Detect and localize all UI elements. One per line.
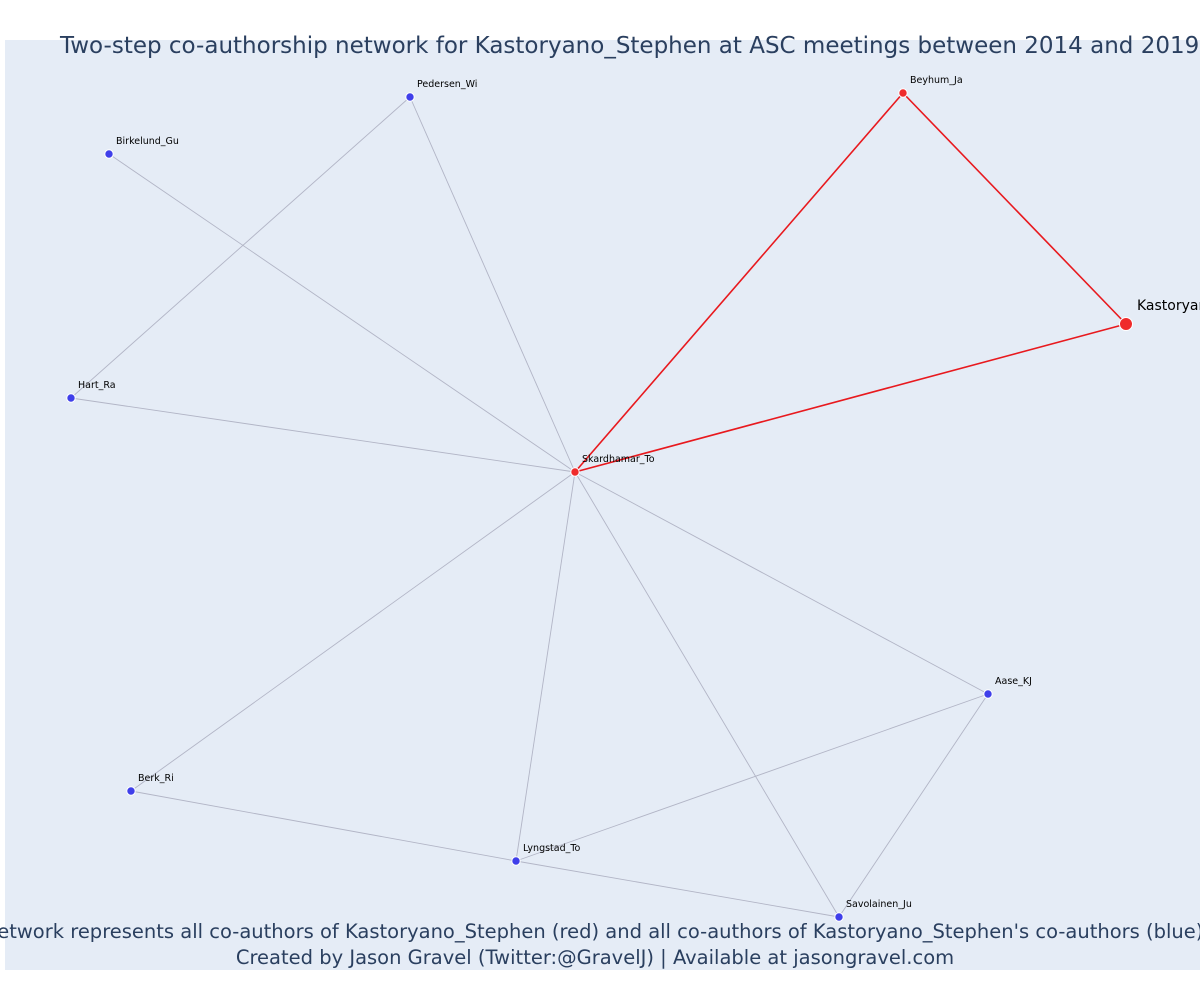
node-label-savolainen-ju: Savolainen_Ju bbox=[846, 899, 912, 910]
node-lyngstad-to[interactable] bbox=[511, 856, 521, 866]
edge-skardhamar-to-aase-kj bbox=[574, 471, 989, 695]
node-skardhamar-to[interactable] bbox=[570, 467, 580, 477]
edge-skardhamar-to-birkelund-gu bbox=[108, 153, 576, 473]
node-kastoryano-stephen[interactable] bbox=[1119, 317, 1133, 331]
node-beyhum-ja[interactable] bbox=[898, 88, 908, 98]
edge-skardhamar-to-lyngstad-to bbox=[515, 471, 576, 862]
edge-lyngstad-to-savolainen-ju bbox=[515, 860, 840, 918]
edge-skardhamar-to-pedersen-wi bbox=[409, 96, 576, 473]
node-label-hart-ra: Hart_Ra bbox=[78, 380, 116, 391]
node-birkelund-gu[interactable] bbox=[104, 149, 114, 159]
edge-beyhum-ja-skardhamar-to bbox=[574, 92, 904, 473]
edges-layer bbox=[70, 92, 1127, 918]
node-label-lyngstad-to: Lyngstad_To bbox=[523, 843, 581, 854]
edge-skardhamar-to-hart-ra bbox=[70, 397, 576, 473]
node-berk-ri[interactable] bbox=[126, 786, 136, 796]
chart-title: Two-step co-authorship network for Kasto… bbox=[59, 33, 1199, 59]
node-label-aase-kj: Aase_KJ bbox=[995, 676, 1032, 687]
nodes-layer bbox=[66, 88, 1133, 922]
edge-berk-ri-lyngstad-to bbox=[130, 790, 517, 862]
node-label-beyhum-ja: Beyhum_Ja bbox=[910, 75, 963, 86]
edge-aase-kj-savolainen-ju bbox=[838, 693, 989, 918]
caption-line-1: Network represents all co-authors of Kas… bbox=[0, 920, 1200, 943]
edge-pedersen-wi-hart-ra bbox=[70, 96, 411, 399]
node-aase-kj[interactable] bbox=[983, 689, 993, 699]
caption-line-2: Created by Jason Gravel (Twitter:@Gravel… bbox=[236, 946, 954, 969]
edge-skardhamar-to-savolainen-ju bbox=[574, 471, 840, 918]
node-label-kastoryano-stephen: Kastoryano_Stephen bbox=[1137, 298, 1200, 314]
edge-kastoryano-stephen-skardhamar-to bbox=[574, 323, 1127, 473]
edge-skardhamar-to-berk-ri bbox=[130, 471, 576, 792]
node-hart-ra[interactable] bbox=[66, 393, 76, 403]
node-pedersen-wi[interactable] bbox=[405, 92, 415, 102]
node-label-birkelund-gu: Birkelund_Gu bbox=[116, 136, 179, 147]
labels-layer: Kastoryano_Stephen Skardhamar_To Beyhum_Ja… bbox=[78, 75, 1200, 910]
node-label-pedersen-wi: Pedersen_Wi bbox=[417, 79, 477, 90]
node-label-berk-ri: Berk_Ri bbox=[138, 773, 174, 784]
edge-kastoryano-stephen-beyhum-ja bbox=[902, 92, 1127, 325]
node-label-skardhamar-to: Skardhamar_To bbox=[582, 454, 655, 465]
node-savolainen-ju[interactable] bbox=[834, 912, 844, 922]
edge-lyngstad-to-aase-kj bbox=[515, 693, 989, 862]
